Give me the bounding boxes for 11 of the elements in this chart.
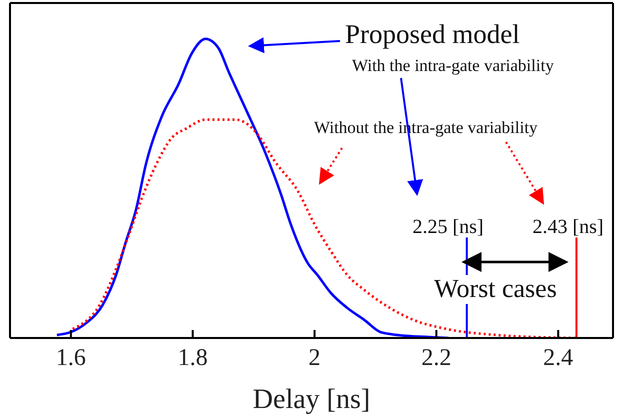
- x-tick-label: 2.2: [421, 345, 452, 372]
- x-tick-label: 1.6: [56, 345, 86, 372]
- annotation: Worst cases: [432, 274, 559, 304]
- x-tick-label: 1.8: [178, 345, 208, 372]
- ref-line-label: 2.43 [ns]: [531, 216, 605, 238]
- annotation: Proposed model: [344, 19, 521, 50]
- x-tick-label: 2: [308, 345, 321, 372]
- x-tick-label: 2.4: [543, 345, 574, 372]
- x-axis-title: Delay [ns]: [252, 384, 370, 415]
- ref-line-label: 2.25 [ns]: [411, 216, 485, 238]
- annotation: With the intra-gate variability: [351, 56, 555, 76]
